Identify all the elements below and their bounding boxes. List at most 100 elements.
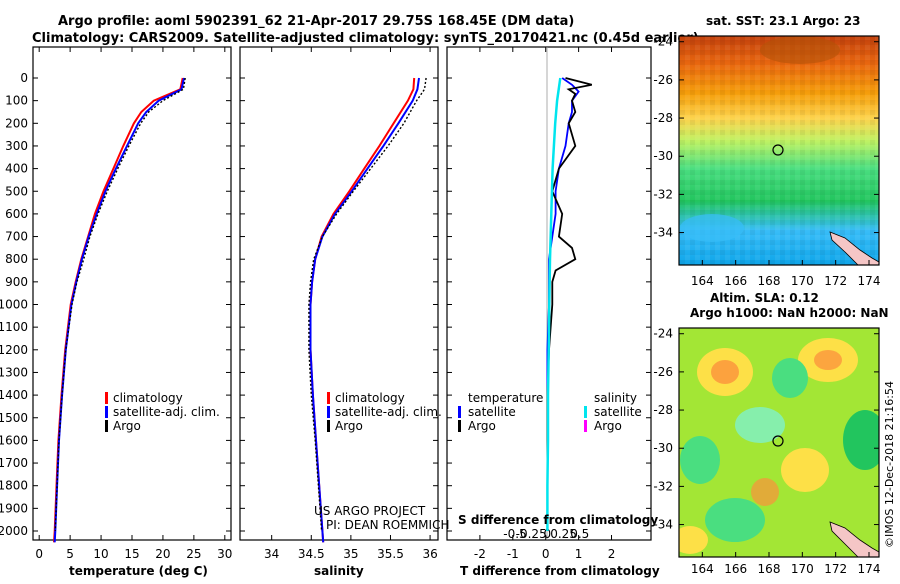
depth-tick-label: 2000 — [0, 524, 28, 538]
x-tick-label: -1 — [507, 547, 519, 561]
map-lat-label: -26 — [653, 365, 673, 379]
depth-tick-label: 200 — [5, 116, 28, 130]
temperature-x-axis: 0 5 10 15 20 25 30 — [35, 47, 232, 561]
s-tick-label: 0.25 — [550, 527, 577, 541]
difference-x-axis: -2 -1 0 1 2 — [474, 47, 615, 561]
x-tick-label: 1 — [575, 547, 583, 561]
salinity-legend: climatology satellite-adj. clim. Argo US… — [314, 391, 449, 532]
difference-series — [546, 77, 593, 531]
depth-tick-label: 1100 — [0, 320, 28, 334]
legend-label-climatology: climatology — [113, 391, 183, 405]
depth-tick-label: 1000 — [0, 298, 28, 312]
difference-xlabel-s: S difference from climatology — [458, 513, 658, 527]
depth-tick-label: 1200 — [0, 343, 28, 357]
map-lon-label: 168 — [758, 274, 781, 288]
s-tick-label: 0.5 — [570, 527, 589, 541]
map-lon-label: 170 — [791, 274, 814, 288]
s-tick-label: -0.25 — [516, 527, 547, 541]
sla-low-patch — [680, 436, 720, 484]
depth-tick-label: 1500 — [0, 411, 28, 425]
map-lat-label: -32 — [653, 479, 673, 493]
series-line-satellite-adj--clim- — [53, 77, 185, 543]
difference-s-axis: -0.5-0.250 0.250.5 — [503, 527, 589, 541]
legend-label-t-argo: Argo — [468, 419, 496, 433]
s-tick-label: -0.5 — [503, 527, 526, 541]
depth-tick-label: 1400 — [0, 388, 28, 402]
legend-swatch-s-argo — [584, 420, 587, 432]
difference-legend: temperature satellite Argo salinity sate… — [458, 391, 642, 433]
sla-high-core — [711, 360, 739, 384]
map-lat-label: -28 — [653, 403, 673, 417]
x-tick-label: 2 — [608, 547, 616, 561]
legend-label-argo: Argo — [335, 419, 363, 433]
x-tick-label: 0 — [35, 547, 43, 561]
map-lon-label: 174 — [858, 562, 881, 576]
difference-panel-frame — [446, 46, 652, 541]
depth-tick-label: 300 — [5, 139, 28, 153]
s-tick-label: 0 — [544, 527, 552, 541]
figure-title-line2: Climatology: CARS2009. Satellite-adjuste… — [32, 31, 699, 46]
legend-swatch-s-satellite — [584, 406, 587, 418]
legend-label-satellite: satellite-adj. clim. — [113, 405, 220, 419]
series-line-satellite-adj--clim- — [309, 77, 420, 543]
map-lon-label: 174 — [858, 274, 881, 288]
legend-label-climatology: climatology — [335, 391, 405, 405]
credit-line1: US ARGO PROJECT — [314, 504, 426, 518]
x-tick-label: 34 — [264, 547, 279, 561]
sst-argo-marker — [772, 144, 784, 156]
map-lat-label: -24 — [653, 327, 673, 341]
sla-low-patch — [705, 498, 765, 542]
depth-tick-label: 1900 — [0, 501, 28, 515]
temperature-series — [53, 77, 186, 543]
sla-low-patch — [843, 410, 879, 470]
depth-tick-label: 500 — [5, 184, 28, 198]
depth-tick-label: 800 — [5, 252, 28, 266]
map-lon-label: 172 — [824, 274, 847, 288]
legend-label-satellite: satellite-adj. clim. — [335, 405, 442, 419]
sla-frame — [678, 327, 880, 558]
temperature-legend: climatology satellite-adj. clim. Argo — [105, 391, 220, 433]
salinity-series — [308, 77, 427, 543]
sst-map — [678, 35, 880, 266]
depth-tick-label: 1700 — [0, 456, 28, 470]
sla-map-title-line2: Argo h1000: NaN h2000: NaN — [690, 306, 889, 320]
salinity-x-axis: 34 34.5 35 35.5 36 — [264, 47, 438, 561]
salinity-xlabel: salinity — [314, 564, 364, 578]
x-tick-label: -2 — [474, 547, 486, 561]
salinity-panel-frame — [239, 46, 439, 541]
map-lat-label: -32 — [653, 187, 673, 201]
legend-title-salinity: salinity — [594, 391, 637, 405]
x-tick-label: 35 — [343, 547, 358, 561]
x-tick-label: 25 — [186, 547, 201, 561]
sla-map — [678, 327, 880, 558]
figure-title-line1: Argo profile: aoml 5902391_62 21-Apr-201… — [58, 14, 574, 29]
map-lat-label: -34 — [653, 226, 673, 240]
legend-label-s-satellite: satellite — [594, 405, 642, 419]
legend-swatch-satellite — [105, 406, 108, 418]
legend-swatch-climatology — [327, 392, 330, 404]
map-lon-label: 170 — [791, 562, 814, 576]
depth-tick-label: 600 — [5, 207, 28, 221]
x-tick-label: 20 — [155, 547, 170, 561]
map-lon-label: 168 — [758, 562, 781, 576]
map-lat-label: -30 — [653, 441, 673, 455]
difference-xlabel: T difference from climatology — [460, 564, 660, 578]
depth-tick-label: 1600 — [0, 433, 28, 447]
x-tick-label: 0 — [542, 547, 550, 561]
series-line-argo — [308, 77, 427, 532]
sst-warm-patch — [760, 36, 840, 64]
x-tick-label: 34.5 — [298, 547, 325, 561]
temperature-xlabel: temperature (deg C) — [69, 564, 208, 578]
sla-map-title-line1: Altim. SLA: 0.12 — [710, 291, 819, 305]
series-line-s-satellite — [546, 77, 562, 531]
map-lat-label: -34 — [653, 518, 673, 532]
timestamp: ©IMOS 12-Dec-2018 21:16:54 — [883, 381, 896, 548]
sla-high-core — [751, 478, 779, 506]
map-axes: 164 166 168 170 172 174 -24 -26 -28 -30 -32 -34 164 1… — [653, 35, 880, 576]
depth-tick-label: 900 — [5, 275, 28, 289]
sla-argo-marker — [772, 435, 784, 447]
map-lat-label: -30 — [653, 149, 673, 163]
map-lon-label: 164 — [691, 562, 714, 576]
temperature-panel-frame — [32, 46, 232, 541]
